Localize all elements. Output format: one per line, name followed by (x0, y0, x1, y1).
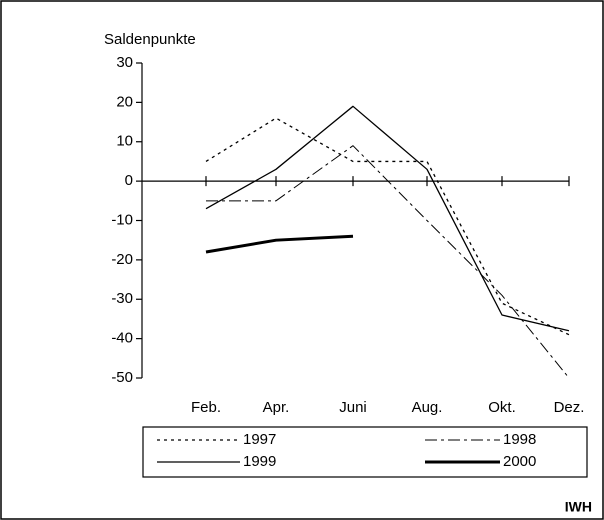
series-line (205, 105, 570, 332)
y-tick-label: -10 (111, 211, 133, 228)
y-tick-label: -50 (111, 369, 133, 386)
y-axis-label: Saldenpunkte (104, 31, 196, 48)
y-tick-label: -20 (111, 251, 133, 268)
y-tick-label: -40 (111, 330, 133, 347)
x-tick-label: Aug. (412, 399, 443, 416)
y-tick-label: -30 (111, 290, 133, 307)
x-tick-label: Juni (339, 399, 367, 416)
y-tick-label: 30 (116, 54, 133, 71)
x-tick-label: Feb. (191, 399, 221, 416)
legend-box (142, 426, 588, 478)
legend-label: 1997 (243, 431, 276, 448)
x-tick-label: Apr. (263, 399, 290, 416)
source: IWH (565, 499, 592, 515)
legend-label: 1998 (503, 431, 536, 448)
y-tick-label: 10 (116, 133, 133, 150)
x-tick-label: Okt. (488, 399, 516, 416)
x-tick-label: Dez. (554, 399, 585, 416)
y-tick-label: 0 (125, 172, 133, 189)
series-line (205, 234, 354, 254)
legend-label: 2000 (503, 453, 536, 470)
series-line (206, 145, 570, 379)
legend-label: 1999 (243, 453, 276, 470)
series-line (205, 117, 570, 336)
y-tick-label: 20 (116, 93, 133, 110)
